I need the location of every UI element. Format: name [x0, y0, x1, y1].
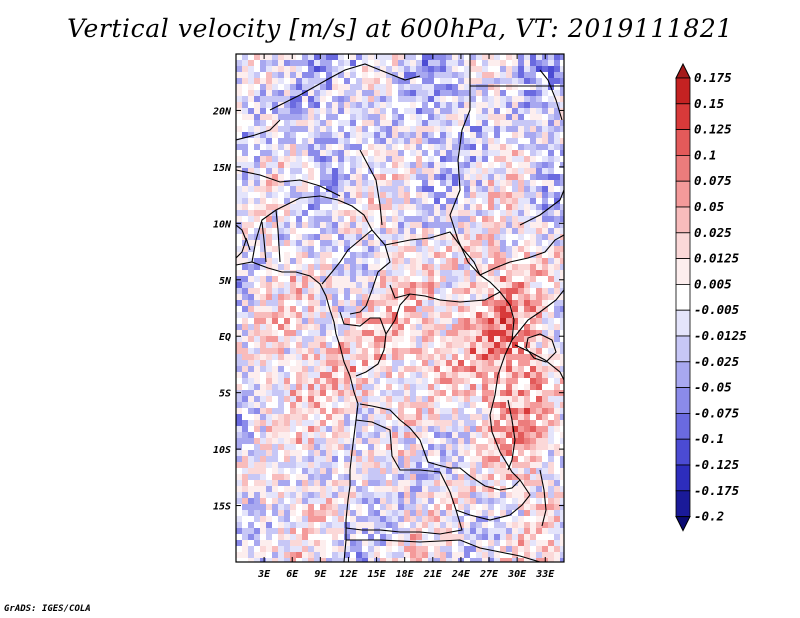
border-cameroon: [349, 229, 391, 315]
longitude-axis: 3E 6E 9E 12E 15E 18E 21E 24E 27E 30E 33E: [257, 54, 555, 580]
coastline-north-tip: [236, 224, 247, 259]
x-tick-label: 18E: [396, 569, 415, 580]
border-south-sudan: [479, 234, 564, 276]
colorbar-segment: [675, 154, 691, 182]
colorbar-label: -0.2: [694, 509, 724, 524]
colorbar-bottom-arrow: [675, 516, 691, 532]
colorbar-segment: [675, 232, 691, 260]
colorbar-label: 0.15: [694, 96, 725, 111]
y-tick-label: 15N: [213, 163, 232, 174]
colorbar-segment: [675, 412, 691, 440]
colorbar-label: 0.025: [694, 225, 732, 240]
border-angola: [345, 419, 463, 535]
colorbar-label: 0.05: [694, 199, 725, 214]
colorbar-label: -0.05: [694, 380, 732, 395]
y-tick-label: 15S: [213, 502, 231, 513]
x-tick-label: 15E: [368, 569, 387, 580]
y-tick-label: 10N: [213, 219, 232, 230]
border-tanzania: [514, 344, 564, 381]
velocity-field: [236, 54, 564, 562]
colorbar-segment: [675, 77, 691, 105]
country-borders: [236, 54, 564, 562]
x-tick-label: 6E: [286, 569, 299, 580]
x-tick-label: 21E: [423, 569, 443, 580]
colorbar-segment: [675, 283, 691, 311]
y-tick-label: 20N: [212, 106, 232, 117]
map-frame: [235, 53, 565, 563]
colorbar-label: 0.005: [694, 276, 732, 291]
border-niger-chad: [359, 149, 383, 226]
colorbar-top-arrow: [675, 62, 691, 79]
colorbar-segment: [675, 387, 691, 414]
colorbar-label: 0.1: [694, 147, 717, 162]
x-tick-label: 30E: [507, 569, 527, 580]
border-drc: [359, 291, 521, 491]
x-tick-label: 12E: [339, 569, 358, 580]
colorbar-segment: [675, 361, 691, 388]
colorbar-segment: [675, 129, 691, 156]
border-namibia-botswana: [346, 539, 541, 562]
map-title: Vertical velocity [m/s] at 600hPa, VT: 2…: [67, 14, 733, 43]
y-tick-label: EQ: [219, 332, 231, 343]
y-tick-label: 10S: [213, 445, 231, 456]
border-mali-mauritania: [236, 119, 281, 141]
colorbar-label: 0.0125: [694, 251, 740, 266]
colorbar-label: -0.0125: [694, 328, 747, 343]
colorbar-segment: [675, 258, 691, 285]
lake-victoria: [525, 333, 557, 363]
latitude-axis: 20N 15N 10N 5N EQ 5S 10S 15S: [212, 106, 564, 513]
grads-credit: GrADS: IGES/COLA: [4, 604, 91, 614]
colorbar-segment: [675, 103, 691, 131]
lake-tanganyika: [507, 399, 516, 471]
border-chad-sudan: [449, 129, 481, 276]
colorbar-segment: [675, 180, 691, 208]
y-tick-label: 5N: [219, 276, 232, 287]
colorbar-label: -0.175: [694, 483, 740, 498]
lake-malawi: [539, 469, 547, 527]
border-east-africa: [511, 289, 564, 341]
border-ethiopia: [519, 189, 564, 226]
border-car: [384, 231, 501, 303]
colorbar: 0.175 0.15 0.125 0.1 0.075 0.05 0.025 0.0125 0.0…: [675, 62, 747, 532]
colorbar-label: 0.125: [694, 122, 732, 137]
x-tick-label: 24E: [451, 569, 471, 580]
y-tick-label: 5S: [219, 389, 231, 400]
border-nigeria: [251, 195, 373, 285]
colorbar-label: -0.1: [694, 431, 724, 446]
x-tick-label: 9E: [314, 569, 327, 580]
colorbar-segment: [675, 335, 691, 363]
border-libya-egypt: [461, 54, 471, 131]
x-tick-label: 3E: [257, 569, 271, 580]
colorbar-segment: [675, 464, 691, 492]
colorbar-label: 0.075: [694, 173, 732, 188]
colorbar-segment: [675, 490, 691, 517]
colorbar-label: -0.025: [694, 354, 740, 369]
border-west-sahel: [236, 169, 341, 197]
colorbar-segment: [675, 438, 691, 466]
border-sahara-north: [269, 63, 421, 111]
x-tick-label: 33E: [535, 569, 555, 580]
colorbar-segment: [675, 206, 691, 234]
colorbar-label: -0.005: [694, 302, 740, 317]
coastline-west-africa: [236, 261, 359, 562]
border-congo: [339, 311, 387, 377]
colorbar-label: -0.075: [694, 405, 740, 420]
border-zambia: [455, 479, 531, 521]
x-tick-label: 27E: [479, 569, 499, 580]
map-plot-area: 3E 6E 9E 12E 15E 18E 21E 24E 27E 30E 33E 20N 15N 10N…: [212, 53, 565, 580]
colorbar-segment: [675, 309, 691, 337]
colorbar-label: -0.125: [694, 457, 740, 472]
border-gulf-guinea-states: [245, 209, 281, 263]
colorbar-label: 0.175: [694, 70, 732, 85]
